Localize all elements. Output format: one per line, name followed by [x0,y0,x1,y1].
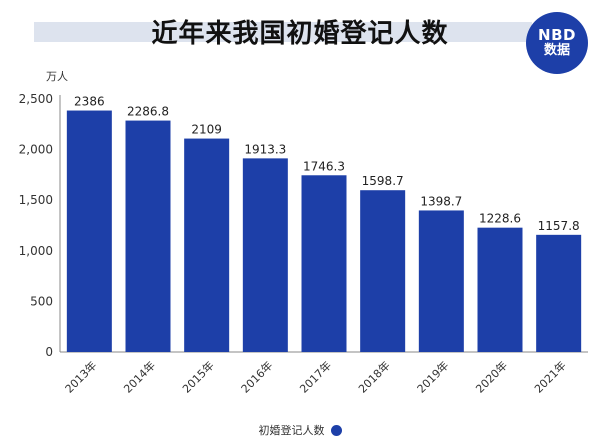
x-tick-label: 2015年 [179,358,216,395]
y-tick-label: 500 [30,294,53,308]
y-tick-label: 0 [45,345,53,359]
bar [184,138,230,352]
title-band: 近年来我国初婚登记人数 [0,14,600,60]
legend-swatch [330,424,342,436]
bar-value-label: 1746.3 [303,159,345,173]
x-tick-label: 2013年 [62,358,99,395]
x-tick-label: 2016年 [238,358,275,395]
logo-line-2: 数据 [543,43,570,59]
bar-value-label: 2386 [74,95,105,109]
y-tick-label: 2,500 [19,92,53,106]
bar [536,234,582,352]
x-tick-label: 2021年 [531,358,568,395]
bar-value-label: 1228.6 [479,212,521,226]
y-axis-unit: 万人 [46,70,68,83]
x-tick-label: 2018年 [355,358,392,395]
y-tick-label: 1,000 [19,244,53,258]
y-tick-label: 2,000 [19,143,53,157]
bar [360,190,406,352]
bar-value-label: 2109 [191,123,222,137]
page-title: 近年来我国初婚登记人数 [151,19,449,49]
bar [242,158,288,352]
bar-value-label: 2286.8 [127,105,169,119]
x-tick-label: 2014年 [121,358,158,395]
x-tick-label: 2020年 [473,358,510,395]
x-tick-label: 2017年 [297,358,334,395]
bar-value-label: 1398.7 [420,194,462,208]
bar [125,120,171,352]
bar-value-label: 1598.7 [362,174,404,188]
bar [301,175,347,352]
title-highlight [34,22,532,42]
x-tick-label: 2019年 [414,358,451,395]
y-tick-label: 1,500 [19,193,53,207]
bar [418,210,464,352]
bar-value-label: 1913.3 [244,142,286,156]
bar [477,227,523,352]
bar-value-label: 1157.8 [538,219,580,233]
legend: 初婚登记人数 [0,420,600,440]
legend-label: 初婚登记人数 [258,424,325,437]
bar [66,110,112,352]
logo-line-1: NBD [538,26,576,45]
nbd-logo: NBD 数据 [526,12,588,74]
